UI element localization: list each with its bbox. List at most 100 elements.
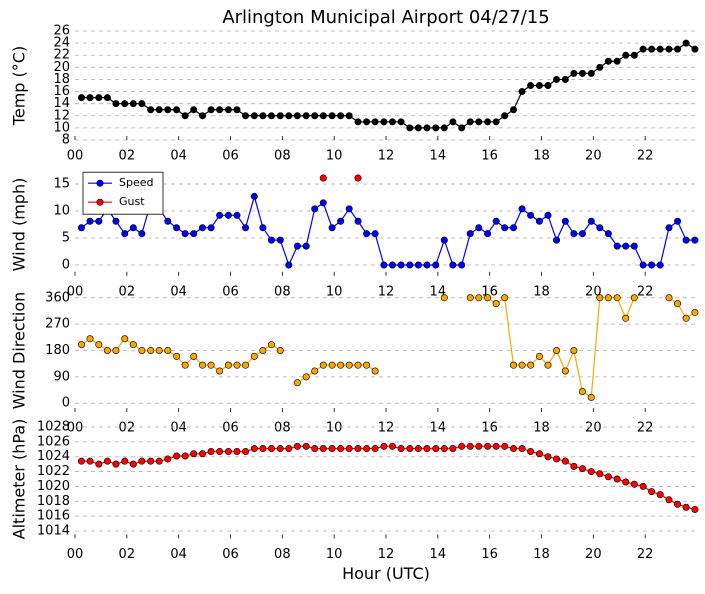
data-point	[250, 445, 258, 453]
data-point	[319, 199, 327, 207]
data-point	[492, 442, 500, 450]
y-tick-label: 0	[62, 396, 70, 411]
x-tick-label: 20	[585, 421, 602, 436]
data-point	[682, 39, 690, 47]
x-tick-label: 22	[637, 421, 654, 436]
data-point	[164, 106, 172, 114]
data-point	[432, 445, 440, 453]
data-point	[103, 94, 111, 102]
y-tick-label: 90	[53, 369, 70, 384]
data-point	[77, 94, 85, 102]
y-axis-label: Wind Direction	[10, 292, 29, 410]
y-tick-label: 1016	[37, 509, 70, 524]
data-point	[207, 106, 215, 114]
data-point	[371, 230, 379, 238]
x-tick-label: 02	[119, 284, 136, 299]
data-point	[510, 445, 518, 453]
data-point	[173, 452, 181, 460]
x-tick-label: 12	[378, 149, 395, 164]
data-point	[596, 470, 604, 478]
data-point	[458, 124, 466, 132]
data-point	[604, 473, 612, 481]
data-point	[328, 445, 336, 453]
data-point	[164, 217, 172, 225]
y-tick-label: 0	[62, 258, 70, 273]
data-point	[138, 100, 146, 108]
data-point	[578, 69, 586, 77]
data-point	[95, 460, 103, 468]
x-axis-label: Hour (UTC)	[342, 564, 430, 583]
data-point	[293, 379, 301, 387]
data-point	[173, 106, 181, 114]
y-tick-label: 24	[53, 36, 70, 51]
data-point	[535, 217, 543, 225]
data-point	[155, 106, 163, 114]
data-point	[354, 217, 362, 225]
data-point	[190, 450, 198, 458]
data-point	[397, 118, 405, 126]
y-tick-label: 22	[53, 48, 70, 63]
data-point	[242, 112, 250, 120]
x-tick-label: 00	[67, 547, 84, 562]
data-point	[155, 457, 163, 465]
data-point	[293, 112, 301, 120]
x-tick-label: 04	[170, 547, 187, 562]
data-point	[440, 124, 448, 132]
y-tick-label: 16	[53, 84, 70, 99]
data-point	[510, 106, 518, 114]
x-tick-label: 06	[222, 547, 239, 562]
data-point	[484, 118, 492, 126]
data-point	[553, 75, 561, 83]
data-point	[553, 236, 561, 244]
data-point	[112, 217, 120, 225]
data-point	[665, 294, 673, 302]
data-point	[682, 503, 690, 511]
data-point	[363, 361, 371, 369]
data-point	[250, 192, 258, 200]
x-tick-label: 12	[378, 547, 395, 562]
data-point	[181, 230, 189, 238]
y-tick-label: 10	[53, 120, 70, 135]
data-point	[354, 361, 362, 369]
data-point	[544, 453, 552, 461]
data-point	[518, 88, 526, 96]
data-point	[328, 361, 336, 369]
y-axis-label: Wind (mph)	[10, 178, 29, 272]
y-tick-label: 8	[62, 133, 70, 148]
data-point	[466, 118, 474, 126]
data-point	[475, 442, 483, 450]
data-point	[648, 488, 656, 496]
data-point	[121, 100, 129, 108]
data-point	[622, 314, 630, 322]
legend-label: Speed	[119, 176, 153, 189]
data-point	[259, 445, 267, 453]
data-point	[276, 346, 284, 354]
data-point	[492, 217, 500, 225]
data-point	[293, 242, 301, 250]
data-point	[147, 346, 155, 354]
data-point	[354, 445, 362, 453]
data-point	[414, 261, 422, 269]
y-tick-label: 360	[45, 290, 70, 305]
x-tick-label: 18	[533, 149, 550, 164]
data-point	[267, 341, 275, 349]
series-line	[81, 296, 696, 399]
data-point	[492, 300, 500, 308]
data-point	[138, 230, 146, 238]
data-point	[604, 57, 612, 65]
x-tick-label: 18	[533, 421, 550, 436]
data-point	[414, 124, 422, 132]
data-point	[164, 346, 172, 354]
data-point	[259, 346, 267, 354]
y-tick-label: 1014	[37, 523, 70, 538]
data-point	[363, 230, 371, 238]
data-point	[129, 224, 137, 232]
data-point	[199, 361, 207, 369]
x-tick-label: 06	[222, 284, 239, 299]
data-point	[250, 352, 258, 360]
data-point	[207, 361, 215, 369]
data-point	[147, 106, 155, 114]
x-tick-label: 06	[222, 149, 239, 164]
data-point	[380, 118, 388, 126]
